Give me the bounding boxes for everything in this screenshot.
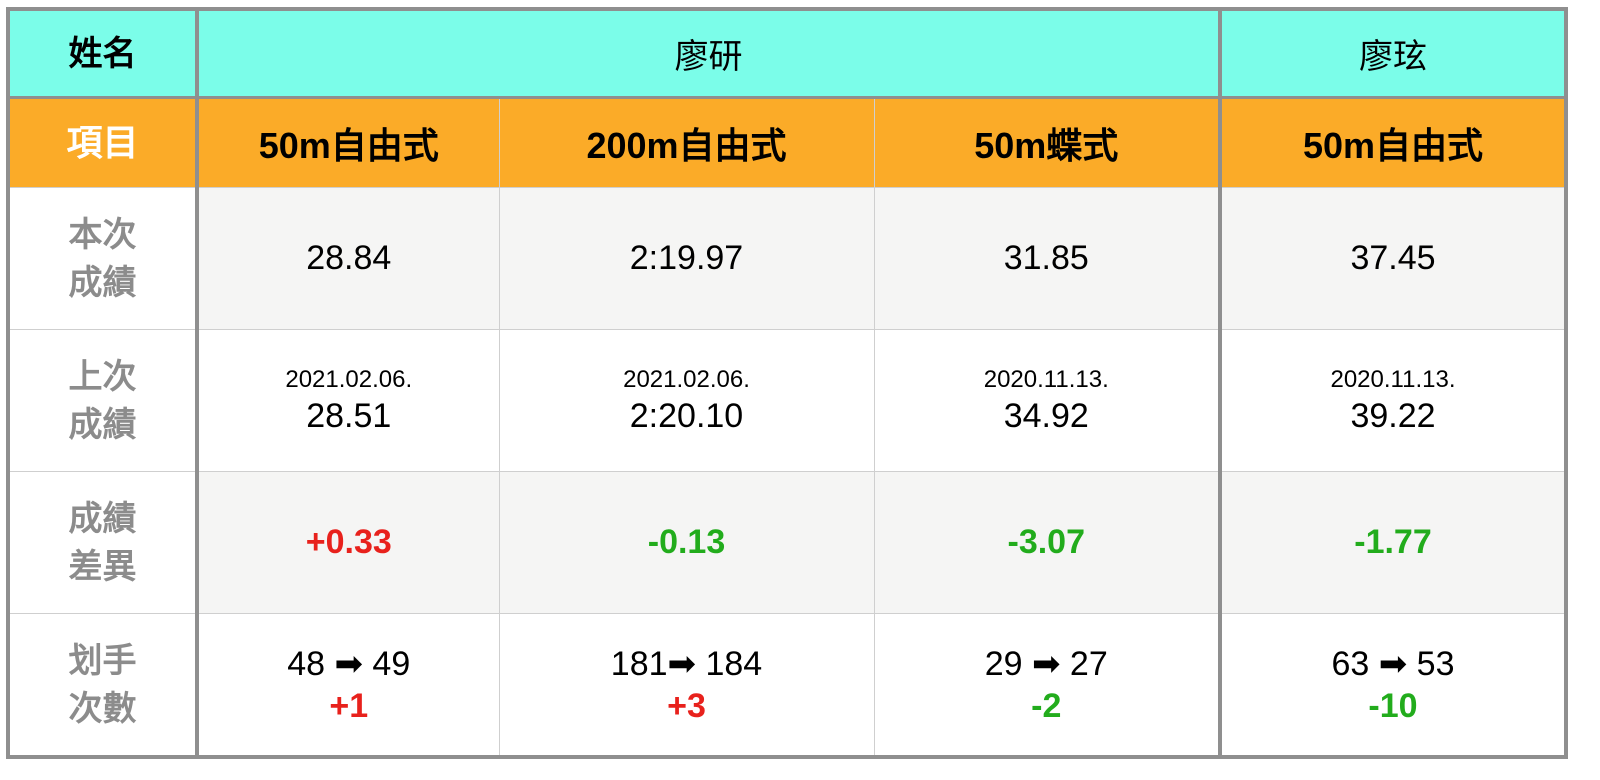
current-time: 31.85 (873, 187, 1221, 330)
current-time: 2:19.97 (498, 187, 875, 330)
stroke-count: 29 ➡ 27 -2 (873, 613, 1221, 758)
row-label: 成績 差異 (7, 471, 199, 614)
current-result-row: 本次 成績 28.84 2:19.97 31.85 37.45 (7, 187, 1567, 330)
name-label: 姓名 (7, 9, 199, 99)
row-label: 上次 成績 (7, 329, 199, 472)
event-row: 項目 50m自由式 200m自由式 50m蝶式 50m自由式 (7, 97, 1567, 188)
previous-result: 2020.11.13. 39.22 (1218, 329, 1567, 472)
event-label: 項目 (7, 97, 199, 188)
row-label: 本次 成績 (7, 187, 199, 330)
current-time: 28.84 (196, 187, 500, 330)
previous-result: 2021.02.06. 28.51 (196, 329, 500, 472)
time-diff: -1.77 (1218, 471, 1567, 614)
event-cell: 50m自由式 (1218, 97, 1567, 188)
swimmer-header-row: 姓名 廖研 廖玹 (7, 9, 1567, 99)
time-diff: -3.07 (873, 471, 1221, 614)
stroke-count: 48 ➡ 49 +1 (196, 613, 500, 758)
time-diff: +0.33 (196, 471, 500, 614)
diff-row: 成績 差異 +0.33 -0.13 -3.07 -1.77 (7, 471, 1567, 614)
swim-results-table: 姓名 廖研 廖玹 項目 50m自由式 200m自由式 50m蝶式 50m自由式 … (6, 7, 1568, 759)
row-label: 划手 次數 (7, 613, 199, 758)
current-time: 37.45 (1218, 187, 1567, 330)
event-cell: 50m蝶式 (873, 97, 1221, 188)
previous-result: 2020.11.13. 34.92 (873, 329, 1221, 472)
stroke-count: 181➡ 184 +3 (498, 613, 875, 758)
previous-result-row: 上次 成績 2021.02.06. 28.51 2021.02.06. 2:20.10… (7, 329, 1567, 472)
stroke-count-row: 划手 次數 48 ➡ 49 +1 181➡ 184 +3 29 ➡ 27 -2 63 ➡… (7, 613, 1567, 758)
previous-result: 2021.02.06. 2:20.10 (498, 329, 875, 472)
time-diff: -0.13 (498, 471, 875, 614)
stroke-count: 63 ➡ 53 -10 (1218, 613, 1567, 758)
event-cell: 50m自由式 (196, 97, 500, 188)
event-cell: 200m自由式 (498, 97, 875, 188)
swimmer-name-1: 廖研 (196, 9, 1221, 99)
swimmer-name-2: 廖玹 (1218, 9, 1567, 99)
